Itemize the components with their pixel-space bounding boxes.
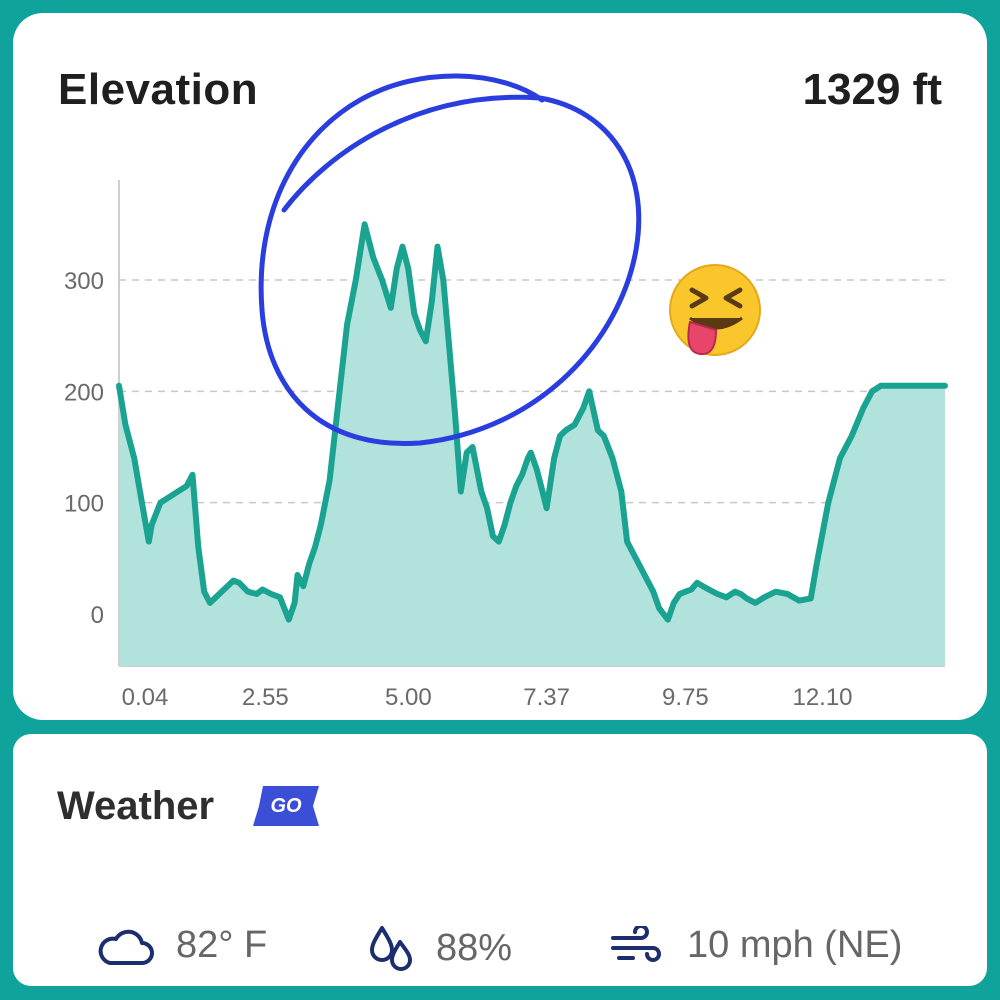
elevation-title: Elevation [58,65,259,114]
elevation-area [119,224,945,667]
y-tick-label: 100 [64,491,104,518]
wind-stat: 10 mph (NE) [609,924,902,967]
x-tick-label: 7.37 [523,684,570,711]
humidity-stat: 88% [368,924,512,972]
droplets-icon [368,924,414,972]
circle-annotation [258,73,642,447]
y-tick-label: 0 [91,602,104,629]
laughing-emoji-icon [669,264,761,356]
wind-value: 10 mph (NE) [687,924,903,966]
x-tick-label: 5.00 [385,684,432,711]
elevation-line [116,221,948,623]
weather-card: Weather GO 82° F 88% [13,734,987,986]
weather-title: Weather [57,784,215,828]
wind-icon [609,925,665,966]
x-tick-label: 12.10 [792,684,852,711]
y-tick-label: 200 [64,379,104,406]
y-tick-label: 300 [64,268,104,295]
go-badge-label: GO [270,795,302,817]
humidity-value: 88% [436,926,513,969]
elevation-current-value: 1329 ft [802,65,942,114]
x-tick-label: 0.04 [122,684,169,711]
temperature-value: 82° F [176,924,268,966]
go-badge[interactable]: GO [253,786,319,826]
x-tick-label: 2.55 [242,684,289,711]
cloud-icon [98,925,154,967]
x-tick-label: 9.75 [662,684,709,711]
temperature-stat: 82° F [98,924,267,967]
